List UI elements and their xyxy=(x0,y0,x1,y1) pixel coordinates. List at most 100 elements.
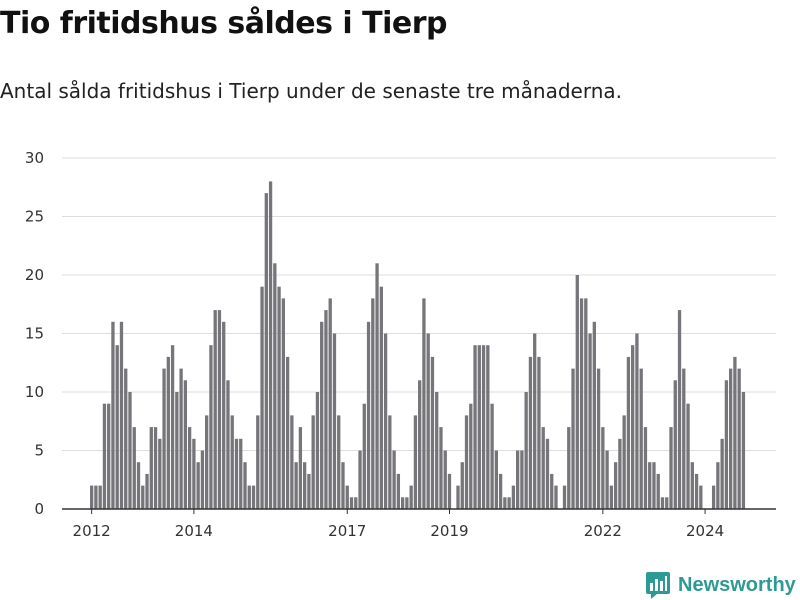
bar xyxy=(268,181,273,509)
bar xyxy=(541,427,545,509)
bar xyxy=(383,333,388,509)
bar xyxy=(733,356,737,509)
y-axis: 0 5 10 15 20 25 30 xyxy=(25,149,44,518)
bar xyxy=(503,497,507,509)
bar xyxy=(102,403,107,509)
brand-name: Newsworthy xyxy=(678,573,796,596)
y-tick-label: 5 xyxy=(34,442,44,460)
bar xyxy=(643,427,648,509)
chart-subtitle: Antal sålda fritidshus i Tierp under de … xyxy=(0,79,623,103)
bar xyxy=(673,380,677,509)
bar xyxy=(124,368,128,509)
bar xyxy=(166,356,170,509)
bar xyxy=(533,333,537,509)
bar xyxy=(494,450,498,509)
bar xyxy=(711,485,716,509)
bar xyxy=(264,193,268,509)
bar xyxy=(405,497,409,509)
bar xyxy=(153,427,158,509)
bar xyxy=(473,345,477,509)
bar xyxy=(677,310,682,509)
bar xyxy=(682,368,686,509)
x-tick-label: 2017 xyxy=(328,522,366,540)
bar xyxy=(222,321,226,509)
bar xyxy=(729,368,733,509)
bar xyxy=(107,403,111,509)
bar xyxy=(358,450,362,509)
bar xyxy=(260,286,264,509)
bar xyxy=(247,485,251,509)
bar xyxy=(158,438,162,509)
bar xyxy=(141,485,145,509)
bar xyxy=(392,450,396,509)
bar xyxy=(609,485,614,509)
bar xyxy=(349,497,354,509)
bar xyxy=(447,473,452,509)
bar xyxy=(648,462,652,509)
bar xyxy=(90,485,94,509)
bar xyxy=(481,345,486,509)
bar xyxy=(579,298,584,509)
bar xyxy=(631,345,635,509)
newsworthy-logo-icon xyxy=(646,572,670,599)
bar xyxy=(660,497,665,509)
bar xyxy=(520,450,524,509)
bar xyxy=(443,450,447,509)
bar xyxy=(328,298,332,509)
bar xyxy=(588,333,592,509)
bar xyxy=(516,450,520,509)
bar xyxy=(183,380,188,509)
bar xyxy=(507,497,511,509)
bar xyxy=(226,380,230,509)
bar-chart: 0 5 10 15 20 25 30 2012 2014 2017 2019 2022 2024 10 xyxy=(25,0,776,540)
bar xyxy=(332,333,337,509)
bar xyxy=(426,333,430,509)
bar xyxy=(665,497,669,509)
bar xyxy=(273,263,277,509)
bar xyxy=(724,380,729,509)
bar xyxy=(626,356,631,509)
bar xyxy=(149,427,153,509)
bar xyxy=(413,415,418,509)
bar xyxy=(545,438,550,509)
bar xyxy=(209,345,213,509)
bar xyxy=(170,345,175,509)
bar xyxy=(605,450,609,509)
bar xyxy=(111,321,115,509)
bar xyxy=(554,485,558,509)
bar xyxy=(175,392,179,509)
bar xyxy=(537,356,541,509)
bar xyxy=(567,427,571,509)
bar xyxy=(341,462,345,509)
bar xyxy=(200,450,205,509)
x-tick-label: 2024 xyxy=(686,522,724,540)
bar xyxy=(639,368,643,509)
bar xyxy=(477,345,481,509)
bar xyxy=(307,473,311,509)
bar xyxy=(460,462,464,509)
bar xyxy=(652,462,656,509)
bar xyxy=(656,473,660,509)
bar xyxy=(290,415,294,509)
y-tick-label: 10 xyxy=(25,383,44,401)
bar xyxy=(596,368,601,509)
bar xyxy=(294,462,298,509)
bar xyxy=(205,415,209,509)
bar xyxy=(686,403,690,509)
bar xyxy=(366,321,371,509)
highlight-data-label: 10 xyxy=(742,0,762,4)
bar xyxy=(418,380,422,509)
bar xyxy=(699,485,703,509)
bar xyxy=(217,310,222,509)
x-tick-label: 2022 xyxy=(584,522,622,540)
bar xyxy=(213,310,217,509)
bar xyxy=(613,462,618,509)
bar xyxy=(716,462,720,509)
bar xyxy=(439,427,443,509)
bar xyxy=(119,321,124,509)
bar xyxy=(256,415,260,509)
bar xyxy=(315,392,320,509)
y-tick-label: 15 xyxy=(25,325,44,343)
bar xyxy=(396,473,401,509)
bar xyxy=(435,392,439,509)
